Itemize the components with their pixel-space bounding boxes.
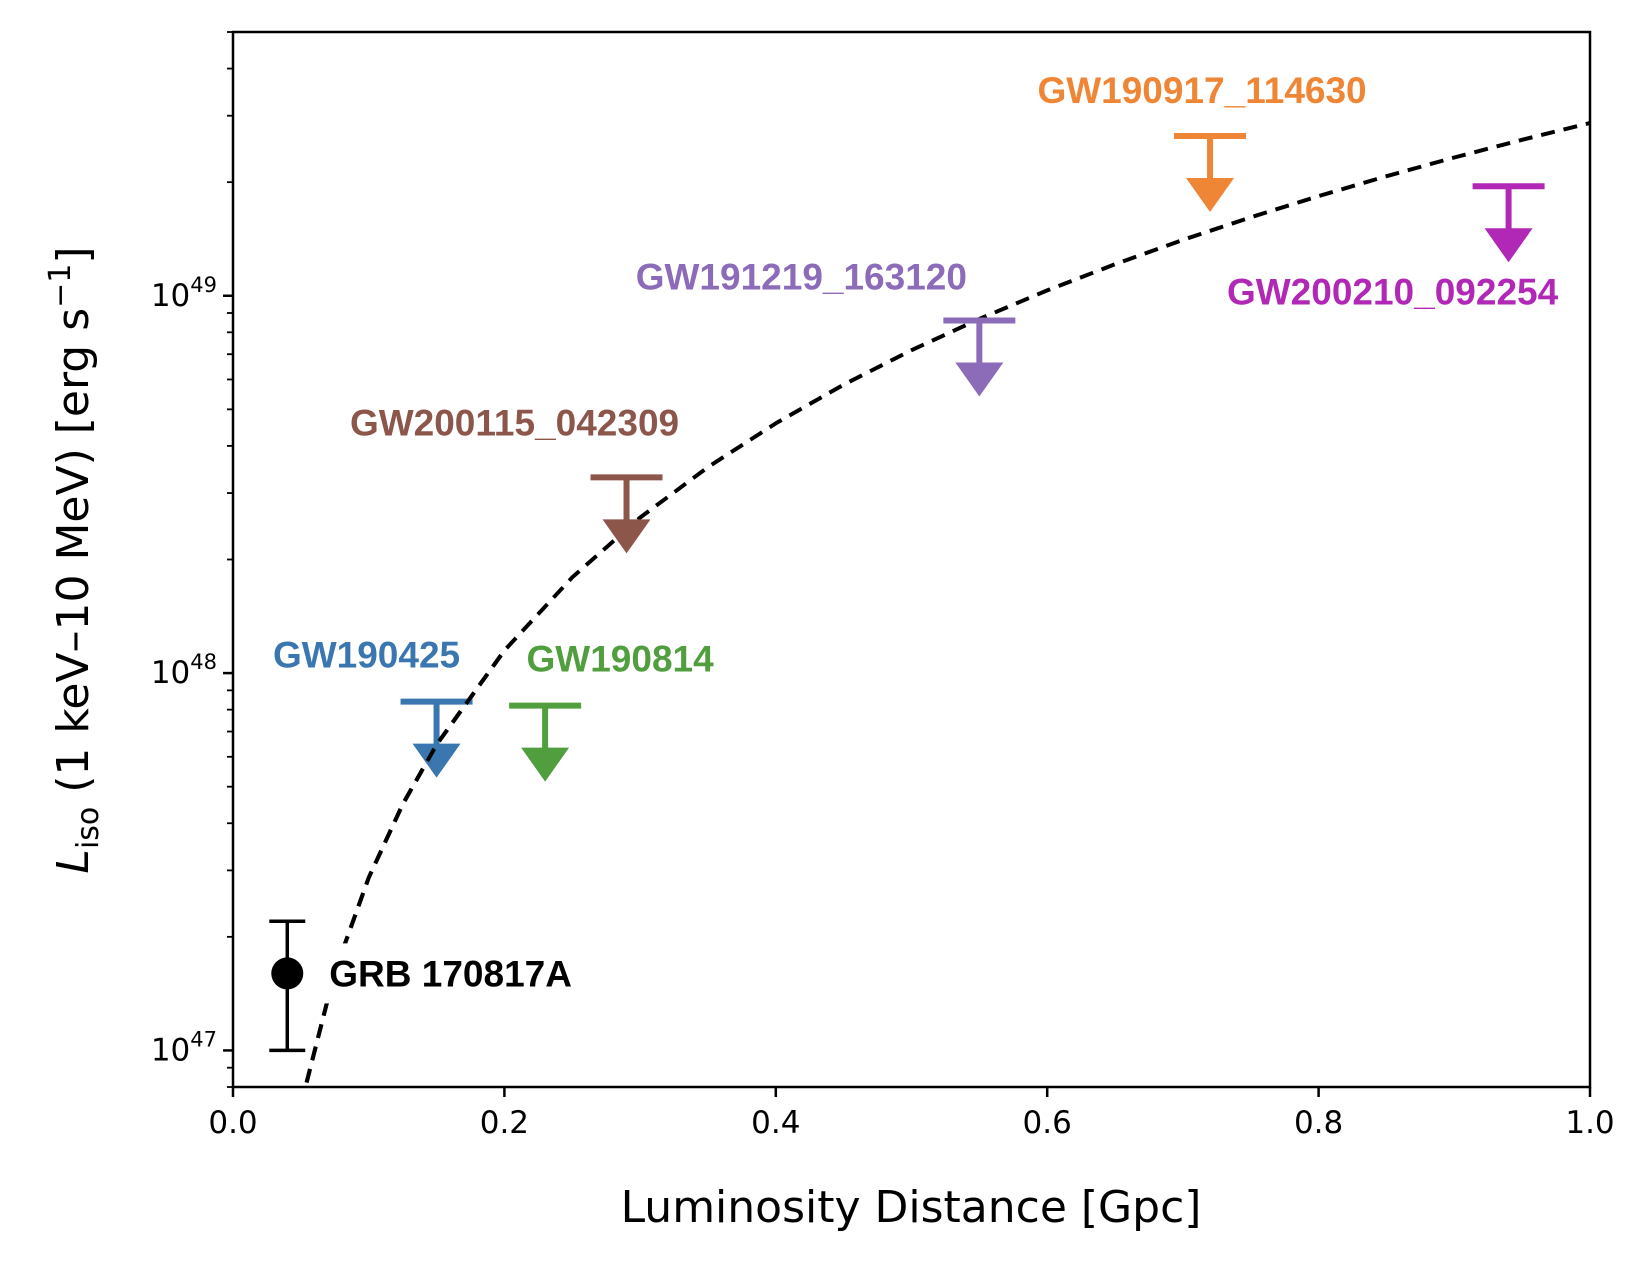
label-background: [609, 253, 994, 300]
y-tick-exponent: 48: [190, 650, 217, 674]
y-tick-base: 10: [151, 655, 190, 691]
upper-limit-label: GW200210_092254: [1227, 271, 1559, 312]
y-tick-label: 1049: [151, 273, 217, 314]
upper-limit-arrowhead: [1484, 228, 1533, 263]
detection-marker: GRB 170817A: [269, 919, 610, 1053]
detection-point: [271, 957, 304, 990]
upper-limit-arrowhead: [521, 747, 570, 782]
y-axis-label-close: ]: [48, 246, 99, 263]
y-tick-base: 10: [151, 1032, 190, 1068]
y-axis-label-exp: −1: [43, 264, 78, 308]
y-tick-label: 1048: [151, 650, 217, 691]
x-axis: 0.0 0.2 0.4 0.6 0.8 1.0: [208, 1087, 1615, 1141]
upper-limit-label: GW190917_114630: [1037, 70, 1366, 111]
upper-limit-marker: [590, 474, 663, 554]
upper-limit-label: GW190425: [273, 635, 460, 676]
upper-limit-arrowhead: [1186, 178, 1235, 213]
y-tick-exponent: 47: [190, 1027, 217, 1051]
upper-limit-arrowhead: [602, 519, 651, 554]
y-axis-label-subscript: iso: [71, 807, 106, 849]
x-tick-label: 1.0: [1565, 1105, 1614, 1141]
y-tick-label: 1047: [151, 1027, 217, 1068]
annotations: GW190425 GW190814 GW200115_042309 GW191219_…: [269, 70, 1559, 1087]
upper-limit-arrowhead: [412, 743, 461, 778]
upper-limit-label: GW191219_163120: [636, 256, 967, 297]
upper-limit-label: GW200115_042309: [350, 402, 679, 443]
detection-label-background: [317, 943, 610, 1004]
y-tick-exponent: 49: [190, 273, 217, 297]
threshold-curve-overlay: [303, 649, 507, 1087]
y-tick-base: 10: [151, 278, 190, 314]
upper-limit-marker: [400, 698, 473, 778]
y-axis-label-symbol: L: [48, 849, 99, 874]
x-tick-label: 0.4: [751, 1105, 800, 1141]
upper-limit-marker: [1174, 133, 1247, 213]
x-tick-label: 0.0: [208, 1105, 257, 1141]
y-axis-label: Liso (1 keV–10 MeV) [erg s−1]: [43, 246, 106, 873]
upper-limit-marker: [1472, 183, 1545, 263]
upper-limit-label: GW190814: [527, 639, 715, 680]
upper-limit-marker: [943, 317, 1016, 397]
x-tick-label: 0.8: [1294, 1105, 1343, 1141]
x-tick-label: 0.2: [480, 1105, 529, 1141]
upper-limit-arrowhead: [955, 362, 1004, 397]
upper-limit-marker: [509, 702, 582, 782]
x-tick-label: 0.6: [1023, 1105, 1072, 1141]
x-axis-label: Luminosity Distance [Gpc]: [621, 1182, 1202, 1233]
detection-label: GRB 170817A: [329, 953, 572, 994]
y-axis-label-text: (1 keV–10 MeV) [erg s: [48, 308, 99, 807]
